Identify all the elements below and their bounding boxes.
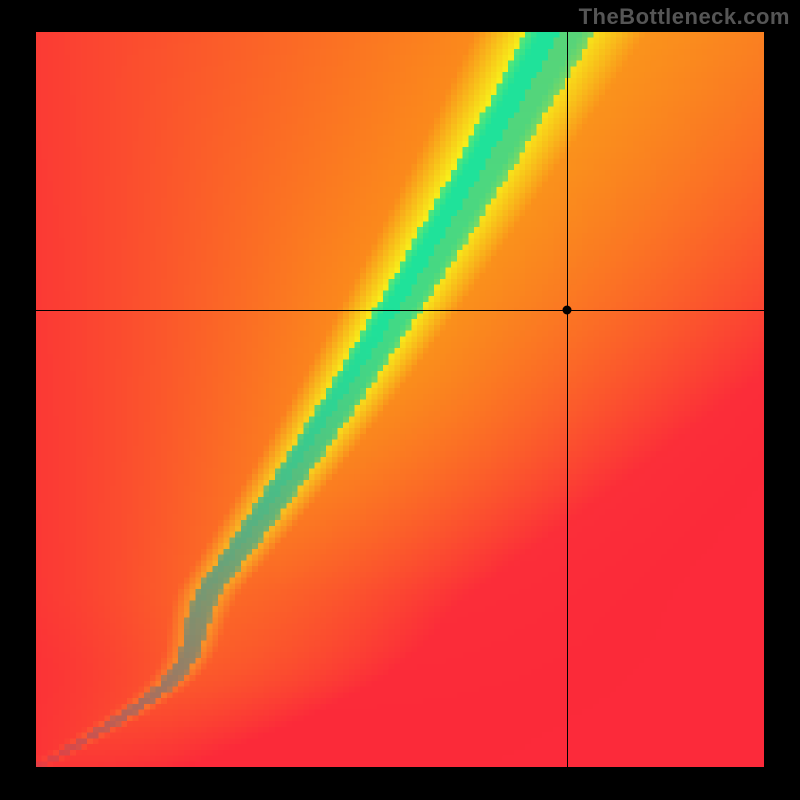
- watermark-text: TheBottleneck.com: [579, 4, 790, 30]
- crosshair-vertical: [567, 32, 568, 767]
- heatmap-canvas: [36, 32, 764, 767]
- crosshair-marker-dot: [563, 306, 572, 315]
- crosshair-horizontal: [36, 310, 764, 311]
- plot-area: [36, 32, 764, 767]
